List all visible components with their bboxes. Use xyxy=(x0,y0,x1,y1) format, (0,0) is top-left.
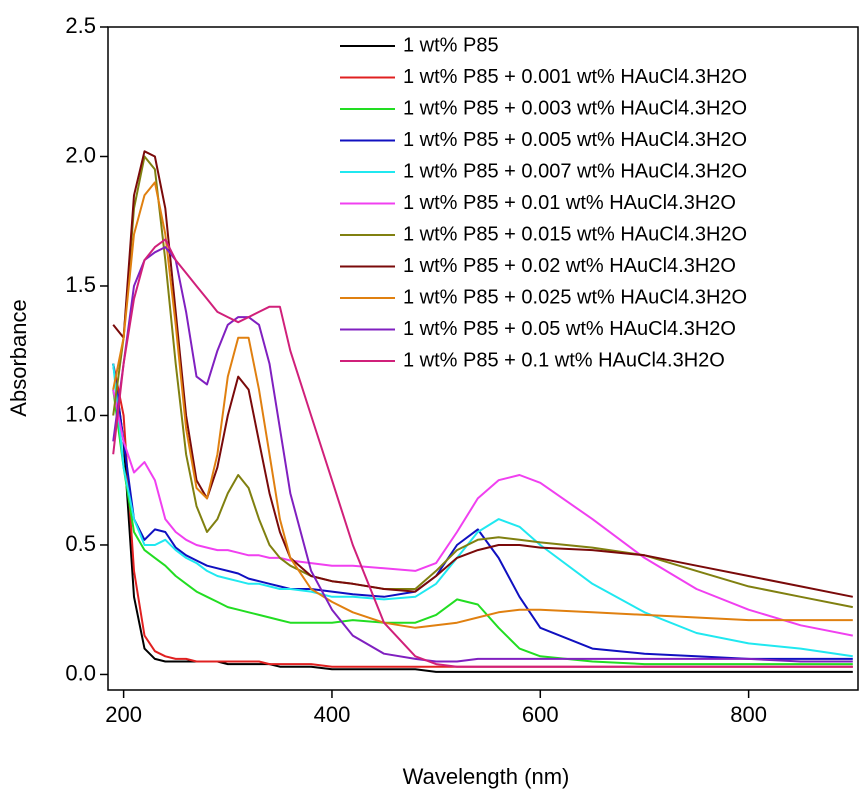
legend-label: 1 wt% P85 xyxy=(403,34,499,56)
legend-label: 1 wt% P85 + 0.1 wt% HAuCl4.3H2O xyxy=(403,349,725,371)
legend-label: 1 wt% P85 + 0.025 wt% HAuCl4.3H2O xyxy=(403,286,747,308)
legend-label: 1 wt% P85 + 0.015 wt% HAuCl4.3H2O xyxy=(403,223,747,245)
y-tick-label: 0.5 xyxy=(65,531,96,556)
x-tick-label: 600 xyxy=(522,702,559,727)
legend-label: 1 wt% P85 + 0.005 wt% HAuCl4.3H2O xyxy=(403,129,747,151)
y-tick-label: 1.5 xyxy=(65,272,96,297)
series-line xyxy=(112,246,853,663)
series-line xyxy=(112,181,853,629)
series-line xyxy=(112,150,853,598)
x-tick-label: 200 xyxy=(105,702,142,727)
legend-label: 1 wt% P85 + 0.05 wt% HAuCl4.3H2O xyxy=(403,318,736,340)
series-line xyxy=(112,155,853,609)
series-line xyxy=(112,363,853,673)
y-tick-label: 1.0 xyxy=(65,401,96,426)
y-tick-label: 0.0 xyxy=(65,660,96,685)
x-tick-label: 800 xyxy=(730,702,767,727)
legend-label: 1 wt% P85 + 0.003 wt% HAuCl4.3H2O xyxy=(403,97,747,119)
legend-label: 1 wt% P85 + 0.001 wt% HAuCl4.3H2O xyxy=(403,66,747,88)
legend-label: 1 wt% P85 + 0.007 wt% HAuCl4.3H2O xyxy=(403,160,747,182)
y-tick-label: 2.5 xyxy=(65,13,96,38)
y-axis-label: Absorbance xyxy=(6,299,31,416)
x-tick-label: 400 xyxy=(314,702,351,727)
series-line xyxy=(112,389,853,637)
legend-label: 1 wt% P85 + 0.01 wt% HAuCl4.3H2O xyxy=(403,192,736,214)
legend-label: 1 wt% P85 + 0.02 wt% HAuCl4.3H2O xyxy=(403,255,736,277)
series-line xyxy=(112,363,853,658)
x-axis-label: Wavelength (nm) xyxy=(403,764,570,789)
plot-frame xyxy=(107,26,859,691)
series-line xyxy=(112,238,853,668)
y-tick-label: 2.0 xyxy=(65,142,96,167)
